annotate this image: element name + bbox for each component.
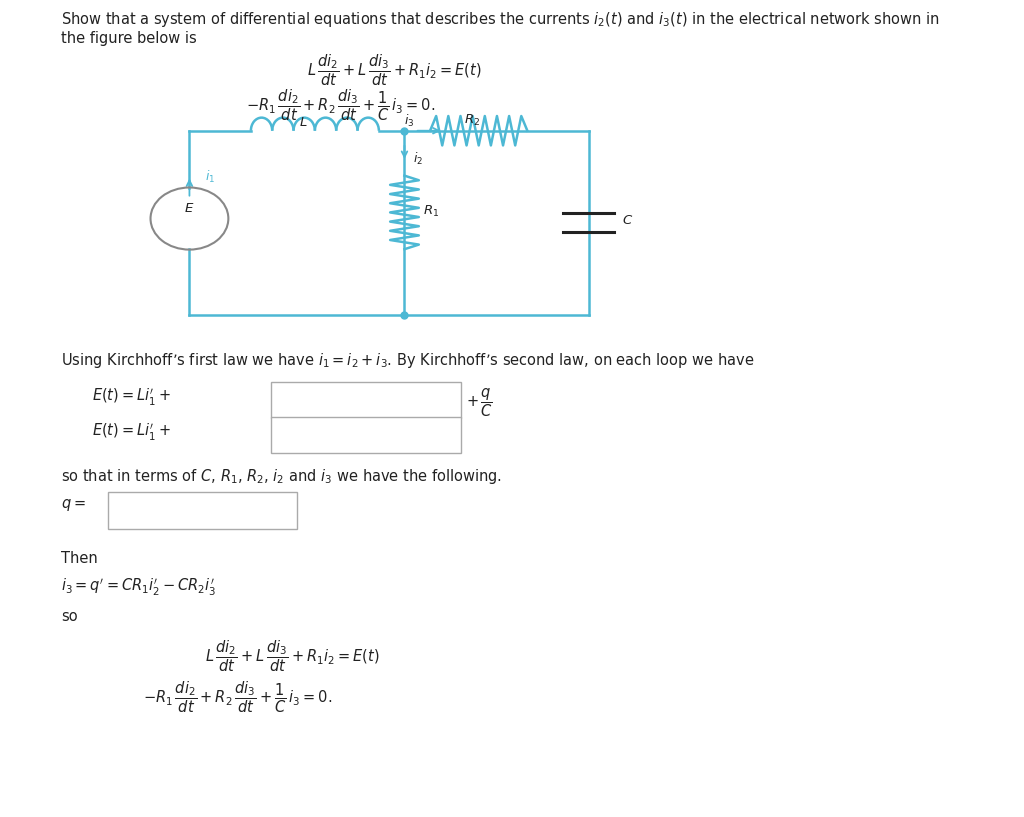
Text: $L\,\dfrac{di_2}{dt} + L\,\dfrac{di_3}{dt} + R_1 i_2 = E(t)$: $L\,\dfrac{di_2}{dt} + L\,\dfrac{di_3}{d…: [307, 53, 481, 88]
Text: $C$: $C$: [622, 215, 633, 227]
Text: so that in terms of $C$, $R_1$, $R_2$, $i_2$ and $i_3$ we have the following.: so that in terms of $C$, $R_1$, $R_2$, $…: [61, 467, 503, 486]
Text: $-R_1\,\dfrac{di_2}{dt} + R_2\,\dfrac{di_3}{dt} + \dfrac{1}{C}\,i_3 = 0.$: $-R_1\,\dfrac{di_2}{dt} + R_2\,\dfrac{di…: [143, 680, 333, 715]
Text: Using Kirchhoff’s first law we have $i_1 = i_2 + i_3$. By Kirchhoff’s second law: Using Kirchhoff’s first law we have $i_1…: [61, 351, 755, 370]
Text: $i_1$: $i_1$: [205, 169, 215, 185]
Text: $R_1$: $R_1$: [423, 204, 439, 219]
Text: $q =$: $q =$: [61, 497, 86, 513]
Bar: [271, 417, 461, 453]
Text: $L\,\dfrac{di_2}{dt} + L\,\dfrac{di_3}{dt} + R_1 i_2 = E(t)$: $L\,\dfrac{di_2}{dt} + L\,\dfrac{di_3}{d…: [205, 639, 379, 674]
Text: the figure below is: the figure below is: [61, 31, 198, 46]
Text: $E(t) = Li_1' +$: $E(t) = Li_1' +$: [92, 422, 171, 443]
Text: $L$: $L$: [299, 116, 307, 129]
Text: $E$: $E$: [184, 203, 195, 215]
Text: $i_3$: $i_3$: [404, 113, 415, 129]
Text: $R_2$: $R_2$: [464, 113, 480, 127]
Text: $+\,\dfrac{q}{C}$: $+\,\dfrac{q}{C}$: [466, 386, 493, 419]
Bar: [108, 492, 297, 529]
Text: $-R_1\,\dfrac{di_2}{dt} + R_2\,\dfrac{di_3}{dt} + \dfrac{1}{C}\,i_3 = 0.$: $-R_1\,\dfrac{di_2}{dt} + R_2\,\dfrac{di…: [246, 88, 435, 123]
Text: Then: Then: [61, 551, 98, 566]
Text: so: so: [61, 609, 78, 623]
Text: $i_3 = q' = CR_1i_2' - CR_2i_3'$: $i_3 = q' = CR_1i_2' - CR_2i_3'$: [61, 577, 217, 598]
Bar: [271, 382, 461, 418]
Text: $i_2$: $i_2$: [413, 151, 423, 167]
Text: $E(t) = Li_1' +$: $E(t) = Li_1' +$: [92, 386, 171, 408]
Text: Show that a system of differential equations that describes the currents $i_2(t): Show that a system of differential equat…: [61, 10, 940, 29]
